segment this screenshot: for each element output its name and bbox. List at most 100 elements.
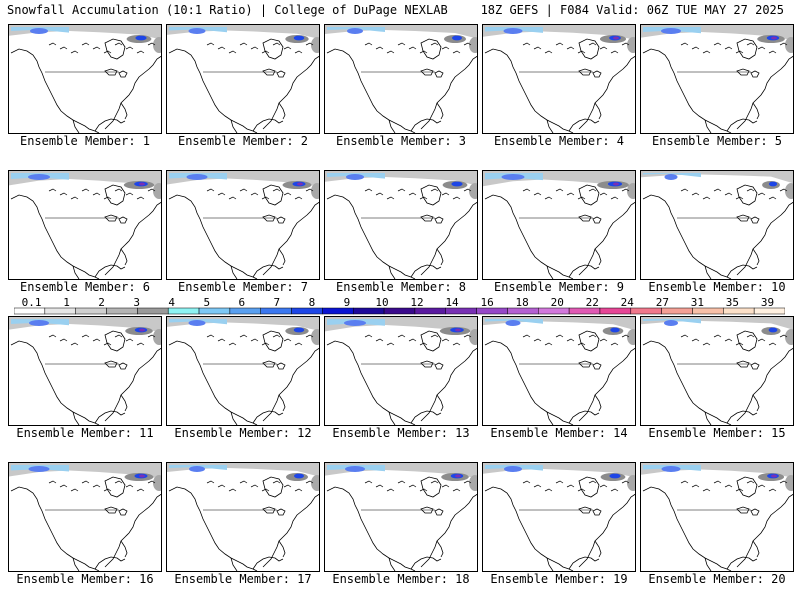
- map-outline-7: [168, 184, 319, 279]
- map-outline-4: [484, 38, 635, 133]
- snowfall-map-6: [9, 171, 161, 279]
- colorbar-label: 22: [586, 297, 599, 309]
- map-panel-3[interactable]: [324, 24, 478, 134]
- colorbar-label: 35: [726, 297, 739, 309]
- map-panel-19[interactable]: [482, 462, 636, 572]
- map-panel-1[interactable]: [8, 24, 162, 134]
- snowfall-colorbar: 0.1 1 2 3 4 5 6 7 8 9 10 12 14 16 18 20 22 24 27 31 35 39: [14, 297, 785, 315]
- snow-cover-6: [9, 171, 161, 199]
- map-panel-13[interactable]: [324, 316, 478, 426]
- snowfall-map-19: [483, 463, 635, 571]
- map-outline-14: [484, 330, 635, 425]
- map-panel-9[interactable]: [482, 170, 636, 280]
- colorbar-segment: [137, 307, 169, 315]
- map-panel-14[interactable]: [482, 316, 636, 426]
- map-panel-15[interactable]: [640, 316, 794, 426]
- colorbar-label: 12: [410, 297, 423, 309]
- map-panel-8[interactable]: [324, 170, 478, 280]
- map-panel-12[interactable]: [166, 316, 320, 426]
- panel-caption-8: Ensemble Member: 8: [335, 280, 467, 294]
- colorbar-label: 8: [309, 297, 316, 309]
- map-outline-8: [326, 184, 477, 279]
- snow-cover-10: [641, 171, 793, 199]
- snow-cover-4: [483, 25, 635, 53]
- map-panel-17[interactable]: [166, 462, 320, 572]
- map-panel-7[interactable]: [166, 170, 320, 280]
- snowfall-map-10: [641, 171, 793, 279]
- map-outline-5: [642, 38, 793, 133]
- snowfall-map-2: [167, 25, 319, 133]
- colorbar-label: 24: [621, 297, 635, 309]
- snowfall-map-4: [483, 25, 635, 133]
- snow-cover-8: [325, 171, 477, 199]
- map-outline-10: [642, 184, 793, 279]
- map-panel-2[interactable]: [166, 24, 320, 134]
- snowfall-map-11: [9, 317, 161, 425]
- panel-caption-9: Ensemble Member: 9: [493, 280, 625, 294]
- map-panel-18[interactable]: [324, 462, 478, 572]
- map-outline-16: [10, 476, 161, 571]
- snow-cover-15: [641, 317, 793, 345]
- snow-cover-7: [167, 171, 319, 199]
- map-outline-1: [10, 38, 161, 133]
- panel-caption-1: Ensemble Member: 1: [19, 134, 151, 148]
- snow-cover-18: [325, 463, 477, 491]
- map-panel-4[interactable]: [482, 24, 636, 134]
- map-panel-16[interactable]: [8, 462, 162, 572]
- panel-caption-17: Ensemble Member: 17: [174, 572, 312, 586]
- panel-caption-4: Ensemble Member: 4: [493, 134, 625, 148]
- colorbar-label: 3: [133, 297, 140, 309]
- map-panel-10[interactable]: [640, 170, 794, 280]
- snow-cover-17: [167, 463, 319, 491]
- snow-cover-14: [483, 317, 635, 345]
- colorbar-label: 0.1: [22, 297, 42, 309]
- colorbar-label: 27: [656, 297, 669, 309]
- map-outline-11: [10, 330, 161, 425]
- panel-caption-2: Ensemble Member: 2: [177, 134, 309, 148]
- snowfall-map-17: [167, 463, 319, 571]
- snowfall-map-8: [325, 171, 477, 279]
- snow-cover-11: [9, 317, 161, 345]
- snowfall-map-14: [483, 317, 635, 425]
- panel-caption-7: Ensemble Member: 7: [177, 280, 309, 294]
- colorbar-label: 20: [551, 297, 564, 309]
- colorbar-label: 6: [238, 297, 245, 309]
- panel-caption-14: Ensemble Member: 14: [490, 426, 628, 440]
- panel-caption-10: Ensemble Member: 10: [648, 280, 786, 294]
- panel-caption-13: Ensemble Member: 13: [332, 426, 470, 440]
- snowfall-map-7: [167, 171, 319, 279]
- snow-cover-12: [167, 317, 319, 345]
- colorbar-label: 4: [168, 297, 175, 309]
- map-outline-19: [484, 476, 635, 571]
- colorbar-segment: [291, 307, 323, 315]
- colorbar-label: 7: [274, 297, 281, 309]
- colorbar-label: 31: [691, 297, 704, 309]
- snowfall-map-15: [641, 317, 793, 425]
- colorbar-label: 39: [761, 297, 774, 309]
- map-panel-5[interactable]: [640, 24, 794, 134]
- map-outline-17: [168, 476, 319, 571]
- snowfall-map-18: [325, 463, 477, 571]
- snowfall-map-12: [167, 317, 319, 425]
- map-outline-12: [168, 330, 319, 425]
- snow-cover-13: [325, 317, 477, 345]
- panel-caption-15: Ensemble Member: 15: [648, 426, 786, 440]
- colorbar-segment: [229, 307, 261, 315]
- colorbar-label: 5: [203, 297, 210, 309]
- snowfall-map-13: [325, 317, 477, 425]
- map-panel-11[interactable]: [8, 316, 162, 426]
- panel-caption-19: Ensemble Member: 19: [490, 572, 628, 586]
- snow-cover-1: [9, 25, 161, 53]
- map-panel-6[interactable]: [8, 170, 162, 280]
- map-panel-20[interactable]: [640, 462, 794, 572]
- colorbar-label: 14: [445, 297, 459, 309]
- panel-caption-12: Ensemble Member: 12: [174, 426, 312, 440]
- panel-caption-3: Ensemble Member: 3: [335, 134, 467, 148]
- snow-cover-5: [641, 25, 793, 53]
- map-outline-6: [10, 184, 161, 279]
- run-info: 18Z GEFS | F084 Valid: 06Z TUE MAY 27 20…: [480, 3, 784, 17]
- snow-cover-16: [9, 463, 161, 491]
- colorbar-label: 16: [480, 297, 493, 309]
- panel-caption-11: Ensemble Member: 11: [16, 426, 154, 440]
- map-outline-13: [326, 330, 477, 425]
